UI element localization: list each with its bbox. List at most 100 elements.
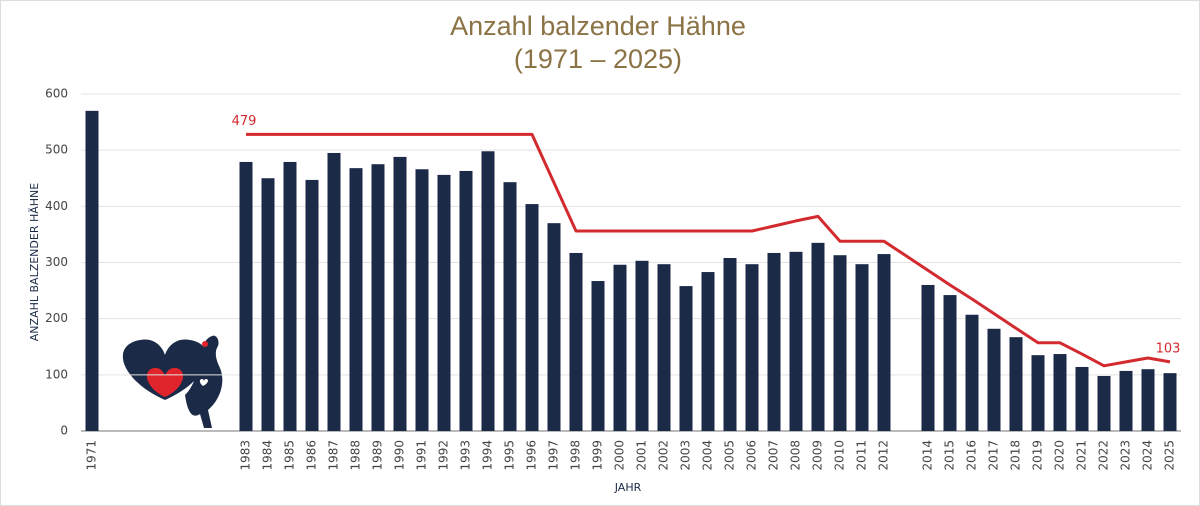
- x-tick-label: 1996: [525, 440, 539, 471]
- bar: [987, 328, 1001, 431]
- bar: [393, 156, 407, 431]
- x-tick-label: 2011: [855, 440, 869, 471]
- bar: [525, 204, 539, 431]
- x-tick-label: 2022: [1097, 440, 1111, 471]
- bar: [1141, 369, 1155, 431]
- x-tick-label: 2006: [745, 440, 759, 471]
- x-tick-label: 2004: [701, 440, 715, 471]
- x-tick-label: 1991: [415, 440, 429, 471]
- x-tick-label: 1989: [371, 440, 385, 471]
- x-tick-label: 2016: [965, 440, 979, 471]
- bar: [745, 264, 759, 431]
- x-tick-label: 2009: [811, 440, 825, 471]
- data-label: 479: [232, 114, 257, 129]
- bar: [811, 242, 825, 431]
- bar: [415, 169, 429, 431]
- bar: [679, 286, 693, 431]
- x-tick-label: 2005: [723, 440, 737, 471]
- x-tick-label: 2021: [1075, 440, 1089, 471]
- bar: [943, 295, 957, 431]
- bar: [327, 152, 341, 431]
- y-axis-label: ANZAHL BALZENDER HÄHNE: [28, 183, 41, 341]
- bar: [767, 252, 781, 431]
- bar: [855, 264, 869, 431]
- x-tick-label: 1983: [239, 440, 253, 471]
- bar: [921, 284, 935, 431]
- bar: [701, 272, 715, 431]
- x-tick-label: 1987: [327, 440, 341, 471]
- bar: [1163, 373, 1177, 431]
- x-tick-label: 2002: [657, 440, 671, 471]
- bar: [833, 255, 847, 431]
- x-tick-label: 2017: [987, 440, 1001, 471]
- x-tick-label: 1992: [437, 440, 451, 471]
- x-tick-label: 2010: [833, 440, 847, 471]
- x-tick-label: 2001: [635, 440, 649, 471]
- bar: [481, 151, 495, 432]
- bar: [965, 314, 979, 431]
- bar: [85, 110, 99, 431]
- bar: [1031, 355, 1045, 431]
- x-tick-label: 2014: [921, 440, 935, 471]
- bar: [459, 170, 473, 431]
- data-label: 103: [1156, 341, 1181, 356]
- bar: [1097, 375, 1111, 431]
- x-tick-label: 2024: [1141, 440, 1155, 471]
- x-tick-label: 1997: [547, 440, 561, 471]
- x-tick-label: 1984: [261, 440, 275, 471]
- bar: [261, 178, 275, 431]
- x-tick-label: 2018: [1009, 440, 1023, 471]
- y-tick-label: 100: [45, 367, 68, 381]
- x-tick-label: 1994: [481, 440, 495, 471]
- y-tick-label: 500: [45, 143, 68, 157]
- x-tick-label: 2008: [789, 440, 803, 471]
- bar: [371, 164, 385, 432]
- bar: [305, 179, 319, 431]
- y-tick-label: 400: [45, 199, 68, 213]
- x-tick-label: 2003: [679, 440, 693, 471]
- x-tick-label: 2012: [877, 440, 891, 471]
- bar: [283, 161, 297, 431]
- x-tick-label: 1971: [85, 440, 99, 471]
- bar: [569, 252, 583, 431]
- bar: [547, 223, 561, 431]
- x-tick-label: 1990: [393, 440, 407, 471]
- bar: [877, 254, 891, 431]
- y-tick-label: 300: [45, 255, 68, 269]
- trend-line: [246, 132, 1171, 368]
- bar: [437, 174, 451, 431]
- x-tick-label: 1985: [283, 440, 297, 471]
- x-tick-label: 2000: [613, 440, 627, 471]
- y-tick-label: 200: [45, 311, 68, 325]
- x-tick-label: 2007: [767, 440, 781, 471]
- bar: [1053, 354, 1067, 431]
- x-tick-label: 2015: [943, 440, 957, 471]
- bar: [789, 251, 803, 431]
- x-tick-label: 1998: [569, 440, 583, 471]
- x-tick-label: 1988: [349, 440, 363, 471]
- x-tick-label: 1995: [503, 440, 517, 471]
- x-tick-label: 1993: [459, 440, 473, 471]
- y-tick-label: 0: [60, 424, 68, 438]
- x-axis-label: JAHR: [614, 481, 642, 494]
- y-tick-label: 600: [45, 87, 68, 101]
- bar: [239, 161, 253, 431]
- bar: [1119, 370, 1133, 431]
- bar: [503, 182, 517, 431]
- x-tick-label: 2023: [1119, 440, 1133, 471]
- x-tick-label: 1999: [591, 440, 605, 471]
- bar: [349, 168, 363, 431]
- chart-subtitle: (1971 – 2025): [514, 44, 682, 74]
- x-tick-label: 2020: [1053, 440, 1067, 471]
- x-tick-label: 1986: [305, 440, 319, 471]
- bar: [613, 264, 627, 431]
- bar: [1075, 366, 1089, 431]
- bar: [1009, 337, 1023, 431]
- chart-title: Anzahl balzender Hähne: [450, 11, 746, 41]
- bar: [657, 264, 671, 431]
- x-tick-label: 2025: [1163, 440, 1177, 471]
- bar: [635, 260, 649, 431]
- bar: [723, 258, 737, 431]
- x-tick-label: 2019: [1031, 440, 1045, 471]
